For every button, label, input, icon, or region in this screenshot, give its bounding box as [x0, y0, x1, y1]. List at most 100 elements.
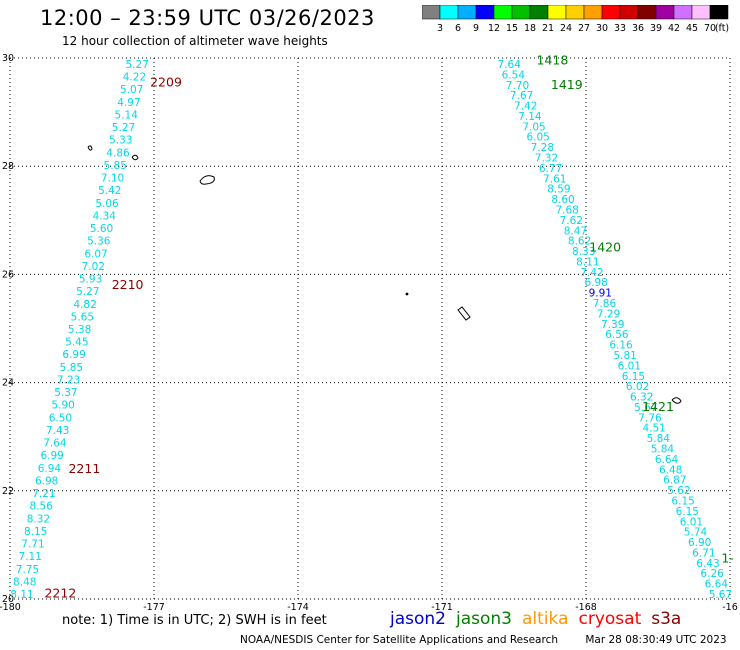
wave-height-value: 7.23 [57, 374, 80, 386]
wave-height-value: 5.27 [126, 59, 149, 71]
colorbar-tick-label: 27 [578, 23, 590, 34]
latitude-tick-label: 30 [2, 53, 14, 64]
satellite-legend-jason3: jason3 [456, 609, 512, 629]
wave-height-value: 5.33 [109, 135, 132, 147]
wave-height-value: 6.26 [700, 568, 724, 580]
wave-height-value: 5.07 [120, 84, 143, 96]
island-outline [131, 154, 139, 161]
colorbar-swatch [655, 5, 675, 20]
wave-height-value: 5.84 [647, 433, 671, 445]
wave-height-value: 8.47 [564, 225, 587, 237]
wave-height-value: 5.81 [613, 350, 636, 362]
wave-height-value: 8.11 [10, 589, 33, 601]
longitude-tick-label: -174 [287, 602, 309, 613]
colorbar-tick-label: 6 [455, 23, 461, 34]
longitude-tick-label: -180 [0, 602, 21, 613]
colorbar-swatch [601, 5, 621, 20]
colorbar-tick-label: 18 [524, 23, 536, 34]
wave-height-colorbar: 3 6 9 12 15 18 21 24 27 30 33 36 39 42 45 70(ft) [422, 5, 729, 34]
wave-height-value: 7.28 [531, 142, 554, 154]
wave-height-value: 6.77 [539, 163, 562, 175]
colorbar-swatch [673, 5, 693, 20]
colorbar-tick-label: 30 [596, 23, 608, 34]
wave-height-value: 5.85 [104, 160, 127, 172]
wave-height-value: 8.62 [568, 236, 591, 248]
colorbar-unit-label: (ft) [715, 23, 729, 34]
map-title: 12:00 – 23:59 UTC 03/26/2023 [40, 6, 375, 30]
wave-height-value: 7.68 [555, 204, 578, 216]
pass-id-label: 2209 [150, 74, 182, 89]
pass-id-label: 1- [721, 550, 733, 565]
wave-height-value: 5.67 [709, 589, 732, 601]
colorbar-swatch [637, 5, 657, 20]
altimeter-pass-track: 7.646.547.707.677.427.147.056.057.287.32… [498, 59, 733, 601]
colorbar-tick-label: 45 [686, 23, 698, 34]
wave-height-value: 8.59 [547, 184, 570, 196]
wave-height-value: 8.11 [576, 256, 599, 268]
wave-height-value: 6.90 [688, 537, 711, 549]
wave-height-value: 5.45 [65, 337, 88, 349]
island-outlines [87, 145, 682, 404]
wave-height-value: 7.64 [498, 59, 522, 71]
wave-height-value: 6.64 [705, 579, 729, 591]
wave-height-value: 6.01 [618, 360, 641, 372]
wave-height-value: 7.62 [560, 215, 583, 227]
wave-height-value: 8.56 [30, 501, 54, 513]
satellite-legend-s3a: s3a [651, 609, 682, 629]
colorbar-swatch [691, 5, 711, 20]
wave-height-value: 6.02 [626, 381, 649, 393]
wave-height-value: 5.90 [51, 400, 74, 412]
satellite-legend-altika: altika [522, 609, 569, 629]
wave-height-value: 6.43 [696, 558, 719, 570]
colorbar-tick-label: 9 [473, 23, 479, 34]
colorbar-swatch [547, 5, 567, 20]
wave-height-value: 4.34 [93, 210, 117, 222]
wave-height-value: 7.61 [543, 173, 566, 185]
altimeter-pass-track: 5.274.225.074.975.145.275.334.865.857.10… [10, 59, 149, 601]
wave-height-value: 5.62 [667, 485, 690, 497]
latitude-tick-label: 22 [2, 486, 14, 497]
colorbar-swatch [457, 5, 477, 20]
colorbar-tick-label: 12 [488, 23, 500, 34]
wave-height-value: 5.65 [71, 311, 94, 323]
wave-height-value: 5.37 [54, 387, 77, 399]
colorbar-tick-label: 70 [704, 23, 716, 34]
pass-id-label: 1420 [589, 239, 621, 254]
pass-id-label: 1421 [642, 399, 674, 414]
colorbar-swatch [565, 5, 585, 20]
wave-height-value: 5.06 [95, 198, 119, 210]
wave-height-value: 8.60 [551, 194, 574, 206]
wave-height-value: 7.75 [16, 564, 39, 576]
colorbar-tick-label: 21 [542, 23, 554, 34]
colorbar-swatch [475, 5, 495, 20]
wave-height-value: 5.42 [98, 185, 121, 197]
wave-height-value: 5.27 [76, 286, 99, 298]
wave-height-value: 6.15 [671, 495, 694, 507]
colorbar-tick-label: 3 [437, 23, 443, 34]
wave-height-value: 5.67 [634, 402, 657, 414]
map-subtitle: 12 hour collection of altimeter wave hei… [62, 34, 328, 48]
colorbar-swatch [422, 5, 441, 20]
wave-height-value: 7.11 [19, 551, 42, 563]
wave-height-value: 7.10 [101, 173, 124, 185]
wave-height-value: 8.32 [27, 513, 50, 525]
wave-height-value: 6.07 [84, 248, 107, 260]
wave-height-value: 7.29 [597, 308, 620, 320]
lat-lon-grid [9, 57, 731, 600]
wave-height-value: 6.05 [526, 132, 549, 144]
colorbar-swatch [709, 5, 729, 20]
wave-height-value: 5.36 [87, 236, 111, 248]
wave-height-value: 6.71 [692, 547, 715, 559]
wave-height-value: 5.85 [60, 362, 83, 374]
credit-text: NOAA/NESDIS Center for Satellite Applica… [240, 634, 558, 646]
wave-height-value: 7.71 [21, 539, 44, 551]
wave-height-value: 6.32 [630, 392, 653, 404]
wave-height-value: 7.02 [82, 261, 105, 273]
credit-timestamp: Mar 28 08:30:49 UTC 2023 [585, 634, 727, 646]
wave-height-value: 5.93 [79, 274, 102, 286]
wave-height-value: 7.67 [510, 90, 533, 102]
satellite-legend-cryosat: cryosat [578, 609, 642, 629]
pass-id-label: 2211 [68, 461, 100, 476]
wave-height-value: 6.94 [38, 463, 62, 475]
